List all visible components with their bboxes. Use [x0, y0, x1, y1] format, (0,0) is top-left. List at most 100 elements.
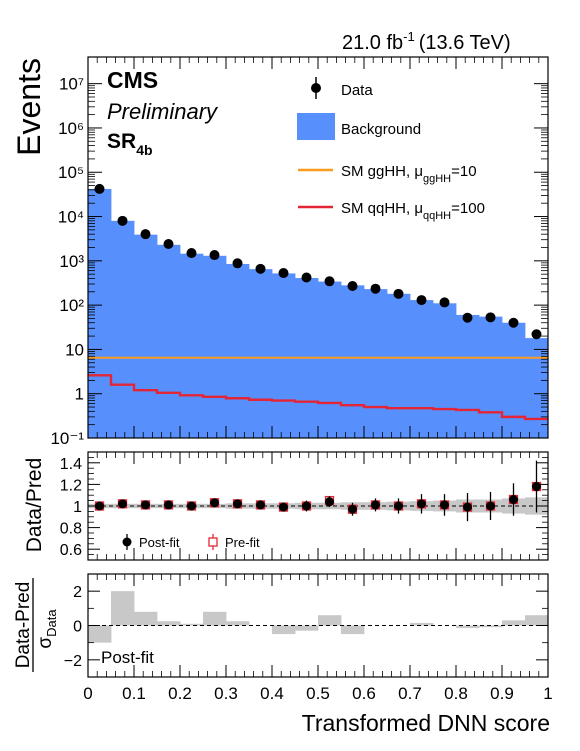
- ratio-point: [486, 501, 495, 511]
- background-bin: [157, 244, 181, 438]
- ratio-postfit-points: [95, 460, 541, 522]
- data-point: [347, 281, 358, 292]
- postfit-tag: Post-fit: [101, 648, 154, 667]
- ratio-point: [509, 495, 518, 505]
- data-point: [324, 276, 335, 287]
- pull-bar: [180, 623, 204, 626]
- main-yaxis-ticks: [88, 83, 548, 439]
- qqhh-step: [88, 374, 548, 421]
- legend-gghh-label: SM ggHH, μggHH=10: [341, 163, 477, 185]
- pull-bar: [272, 625, 296, 635]
- pull-yaxis-ticks: [88, 573, 548, 678]
- background-bin: [479, 316, 503, 438]
- ratio-legend-prefit-label: Pre-fit: [225, 535, 260, 550]
- pull-xaxis-ticks: [87, 574, 549, 677]
- main-xaxis-ticks: [87, 57, 549, 438]
- xtick-label: 0.3: [214, 684, 238, 703]
- legend-background-label: Background: [341, 121, 421, 138]
- data-point: [117, 215, 128, 226]
- pull-bar: [410, 622, 434, 626]
- background-bin: [410, 300, 434, 438]
- data-point: [439, 297, 450, 308]
- background-bin: [341, 285, 365, 438]
- ratio-point: [532, 482, 541, 492]
- data-point: [462, 312, 473, 323]
- pull-ytick-label: 2: [73, 584, 82, 601]
- xtick-label: 0.4: [260, 684, 284, 703]
- xtick-label: 0.6: [352, 684, 376, 703]
- background-histogram: [88, 188, 548, 438]
- ytick-label: 10²: [59, 296, 84, 315]
- ratio-point: [325, 497, 334, 507]
- ratio-point: [187, 501, 196, 511]
- xtick-label: 0: [83, 684, 92, 703]
- data-point: [508, 317, 519, 328]
- luminosity-exponent: -1: [403, 29, 415, 44]
- legend-item-background: Background: [297, 113, 421, 140]
- pull-ylabel-denominator: σData: [35, 609, 59, 649]
- ratio-point: [440, 500, 449, 510]
- ratio-point: [256, 500, 265, 510]
- pull-bar: [88, 625, 112, 643]
- ratio-xaxis-ticks: [87, 452, 549, 560]
- data-point: [255, 263, 266, 274]
- pull-bar: [479, 625, 503, 628]
- ratio-point: [164, 500, 173, 510]
- ratio-point: [371, 500, 380, 510]
- background-bin: [203, 255, 227, 438]
- region-subscript: 4b: [136, 142, 152, 158]
- pull-bar: [203, 611, 227, 626]
- data-point: [278, 268, 289, 279]
- data-point: [232, 258, 243, 269]
- pull-bars: [88, 591, 548, 643]
- qqhh-line: [88, 374, 548, 421]
- background-bin: [364, 289, 388, 438]
- background-bin: [134, 234, 158, 438]
- background-bin: [387, 293, 411, 438]
- data-point: [370, 283, 381, 294]
- legend: Data Background SM ggHH, μggHH=10 SM qqH…: [297, 77, 485, 222]
- data-point: [186, 248, 197, 259]
- data-point: [163, 238, 174, 249]
- ytick-label: 10⁷: [59, 75, 84, 94]
- ratio-ytick-label: 1.2: [60, 477, 82, 494]
- ratio-ytick-label: 0.8: [60, 521, 82, 538]
- energy-label: (13.6 TeV): [419, 32, 511, 54]
- legend-item-data: Data: [311, 77, 373, 99]
- data-point: [301, 272, 312, 283]
- ratio-ytick-label: 0.6: [60, 542, 82, 559]
- legend-data-label: Data: [341, 82, 373, 99]
- xtick-label: 0.7: [398, 684, 422, 703]
- pull-ytick-label: 0: [73, 619, 82, 636]
- pull-bar: [226, 621, 250, 626]
- background-bin: [226, 263, 250, 438]
- xtick-label: 0.1: [122, 684, 146, 703]
- ratio-legend: Post-fit Pre-fit: [122, 534, 260, 550]
- legend-qqhh-label: SM qqHH, μqqHH=100: [341, 200, 485, 222]
- ytick-label: 10⁻¹: [50, 429, 84, 448]
- ytick-label: 10³: [59, 252, 84, 271]
- pull-bar: [341, 625, 365, 635]
- ytick-label: 1: [75, 385, 84, 404]
- ratio-ytick-label: 1: [73, 499, 82, 516]
- ratio-uncertainty-band: [88, 497, 548, 515]
- main-yaxis-labels: 10⁻¹ 1 10 10² 10³ 10⁴ 10⁵ 10⁶ 10⁷: [50, 75, 84, 448]
- ratio-point: [463, 502, 472, 512]
- pull-yaxis-labels: −2 0 2: [64, 584, 82, 670]
- pull-xaxis-labels: 0 0.1 0.2 0.3 0.4 0.5 0.6 0.7 0.8 0.9 1: [83, 684, 552, 703]
- xtick-label: 0.8: [444, 684, 468, 703]
- data-point: [94, 183, 105, 194]
- background-bin: [180, 253, 204, 438]
- ratio-point: [141, 500, 150, 510]
- main-plot: 10⁻¹ 1 10 10² 10³ 10⁴ 10⁵ 10⁶ 10⁷: [50, 56, 549, 448]
- ytick-label: 10⁵: [58, 163, 84, 182]
- background-bin: [456, 314, 480, 438]
- ratio-point: [233, 499, 242, 509]
- background-bin: [525, 338, 548, 438]
- legend-item-qqhh: SM qqHH, μqqHH=100: [298, 200, 485, 222]
- region-label: SR4b: [107, 130, 153, 158]
- ratio-point: [394, 501, 403, 511]
- pull-ylabel: Data-Pred σData: [13, 578, 59, 672]
- pull-ylabel-denominator-sub: Data: [44, 609, 59, 637]
